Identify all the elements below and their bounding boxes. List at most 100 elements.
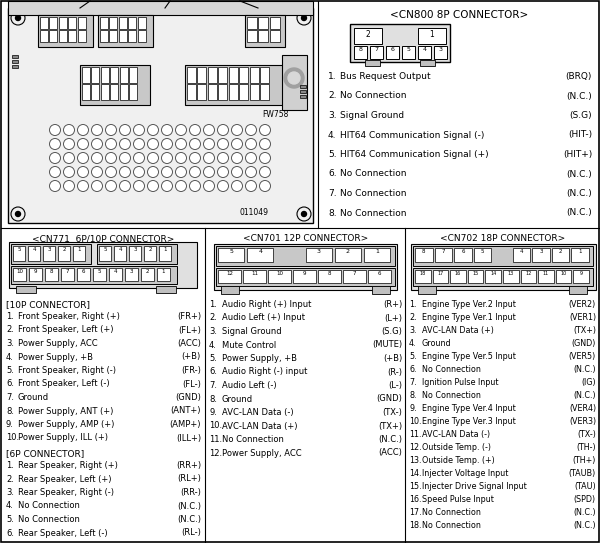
Text: Bus Request Output: Bus Request Output	[340, 72, 431, 81]
Bar	[420, 60, 435, 66]
Text: No Connection: No Connection	[422, 365, 481, 374]
Text: <CN702 18P CONNECTOR>: <CN702 18P CONNECTOR>	[440, 234, 565, 243]
Bar	[571, 248, 589, 262]
Text: 2: 2	[148, 247, 152, 252]
Text: (TH+): (TH+)	[572, 456, 596, 465]
Text: Rear Speaker, Right (-): Rear Speaker, Right (-)	[18, 488, 114, 497]
Circle shape	[77, 138, 89, 149]
Text: (FR-): (FR-)	[181, 366, 201, 375]
Bar	[28, 246, 40, 261]
Bar	[129, 246, 141, 261]
Circle shape	[148, 180, 158, 192]
Text: Signal Ground: Signal Ground	[222, 327, 281, 336]
Text: (N.C.): (N.C.)	[177, 515, 201, 524]
Bar	[260, 66, 269, 83]
Circle shape	[161, 124, 173, 136]
Text: 16.: 16.	[409, 495, 421, 504]
Circle shape	[232, 138, 242, 149]
Circle shape	[148, 167, 158, 178]
Text: 4.: 4.	[209, 340, 217, 350]
Bar	[532, 248, 550, 262]
Bar	[513, 248, 530, 262]
Text: (IG): (IG)	[581, 378, 596, 387]
Text: (ILL+): (ILL+)	[176, 433, 201, 443]
Text: 8: 8	[50, 269, 53, 274]
Bar	[109, 16, 117, 28]
Bar	[243, 270, 266, 283]
Bar	[13, 246, 25, 261]
Text: 2.: 2.	[6, 325, 14, 334]
Text: (S.G): (S.G)	[381, 327, 402, 336]
Text: 9.: 9.	[6, 420, 14, 429]
Text: 2.: 2.	[209, 313, 217, 323]
Bar	[434, 248, 452, 262]
Text: 12.: 12.	[409, 443, 422, 452]
Text: 7: 7	[374, 47, 379, 52]
Text: Power Supply, ACC: Power Supply, ACC	[18, 339, 98, 348]
Circle shape	[260, 180, 271, 192]
Text: Power Supply, +B: Power Supply, +B	[18, 352, 93, 362]
Text: <CN701 12P CONNECTOR>: <CN701 12P CONNECTOR>	[243, 234, 368, 243]
Text: 1: 1	[77, 247, 81, 252]
Bar	[197, 66, 206, 83]
Text: 5.: 5.	[409, 352, 416, 361]
Circle shape	[133, 138, 145, 149]
Bar	[229, 84, 238, 100]
Bar	[77, 30, 86, 42]
Text: 15: 15	[472, 271, 479, 276]
Text: (BRQ): (BRQ)	[566, 72, 592, 81]
Bar	[98, 15, 153, 47]
Circle shape	[106, 124, 116, 136]
Text: Front Speaker, Right (-): Front Speaker, Right (-)	[18, 366, 116, 375]
Text: (N.C.): (N.C.)	[574, 521, 596, 530]
Bar	[114, 246, 126, 261]
Circle shape	[119, 124, 131, 136]
Text: AVC-LAN Data (-): AVC-LAN Data (-)	[422, 430, 490, 439]
Text: (TAU): (TAU)	[574, 482, 596, 491]
Text: Power Supply, ACC: Power Supply, ACC	[222, 449, 302, 458]
Bar	[402, 46, 415, 59]
Text: (TX-): (TX-)	[382, 408, 402, 417]
Text: 8: 8	[359, 47, 362, 52]
Text: 12: 12	[525, 271, 532, 276]
Text: (TX-): (TX-)	[577, 430, 596, 439]
Text: 7.: 7.	[209, 381, 217, 390]
Circle shape	[190, 124, 200, 136]
Text: 5: 5	[407, 47, 410, 52]
Bar	[239, 66, 248, 83]
Circle shape	[190, 167, 200, 178]
Text: 4: 4	[520, 249, 523, 254]
Text: 5: 5	[98, 269, 101, 274]
Text: (GND): (GND)	[175, 393, 201, 402]
Text: 14.: 14.	[409, 469, 421, 478]
Text: Engine Type Ver.5 Input: Engine Type Ver.5 Input	[422, 352, 516, 361]
Bar	[128, 16, 136, 28]
Text: 6.: 6.	[409, 365, 416, 374]
Bar	[247, 248, 274, 262]
Bar	[415, 270, 431, 283]
Bar	[354, 46, 367, 59]
Text: (N.C.): (N.C.)	[574, 391, 596, 400]
Text: (FR+): (FR+)	[177, 312, 201, 321]
Bar	[110, 66, 118, 83]
Text: 6.: 6.	[6, 528, 14, 538]
Circle shape	[245, 124, 257, 136]
Text: Outside Temp. (+): Outside Temp. (+)	[422, 456, 495, 465]
Bar	[49, 30, 57, 42]
Circle shape	[203, 167, 215, 178]
Bar	[216, 246, 395, 266]
Circle shape	[77, 124, 89, 136]
Circle shape	[49, 167, 61, 178]
Bar	[77, 268, 90, 281]
Bar	[218, 270, 241, 283]
Circle shape	[260, 153, 271, 163]
Bar	[8, 1, 313, 15]
Text: (L-): (L-)	[388, 381, 402, 390]
Text: 4: 4	[422, 47, 427, 52]
Text: 4.: 4.	[409, 339, 416, 348]
Text: (HIT-): (HIT-)	[568, 130, 592, 140]
Text: (HIT+): (HIT+)	[563, 150, 592, 159]
Text: (ACC): (ACC)	[177, 339, 201, 348]
Text: 9: 9	[34, 269, 37, 274]
Circle shape	[218, 180, 229, 192]
